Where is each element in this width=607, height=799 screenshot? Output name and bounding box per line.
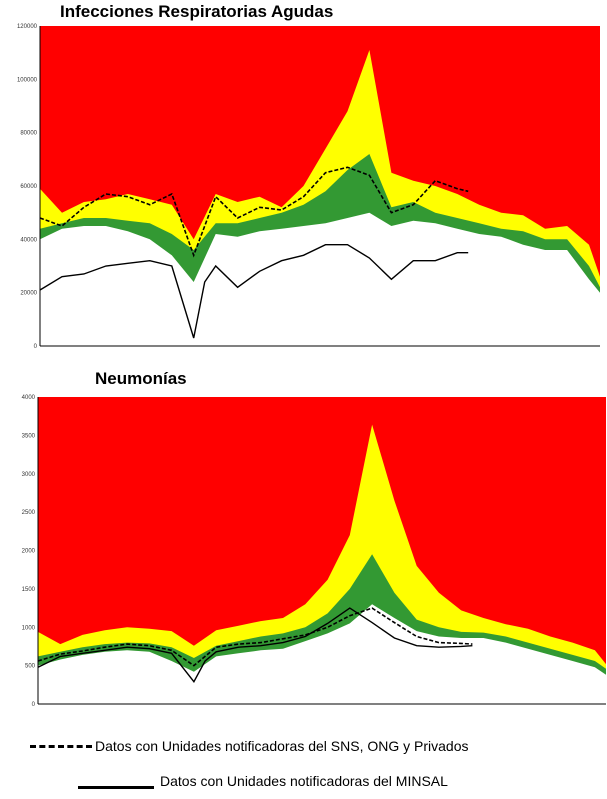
ira-zone-exito bbox=[40, 212, 600, 346]
ira-y-tick-0: 0 bbox=[34, 344, 38, 350]
neu-y-tick-1: 500 bbox=[25, 664, 36, 670]
neu-y-tick-6: 3000 bbox=[22, 472, 36, 478]
neu-y-tick-8: 4000 bbox=[22, 395, 36, 401]
ira-series-dashed bbox=[39, 166, 469, 258]
legend-solid-label: Datos con Unidades notificadoras del MIN… bbox=[160, 772, 448, 789]
neu-y-tick-7: 3500 bbox=[22, 433, 36, 439]
legend-dashed-line bbox=[30, 744, 92, 748]
neu-y-tick-5: 2500 bbox=[22, 510, 36, 516]
legend-solid-line bbox=[78, 786, 154, 789]
ira-y-tick-5: 100000 bbox=[17, 77, 38, 83]
legend-dashed-label: Datos con Unidades notificadoras del SNS… bbox=[95, 738, 469, 754]
chart-title-ira: Infecciones Respiratorias Agudas bbox=[60, 2, 334, 21]
neu-series-dashed bbox=[37, 607, 473, 667]
chart-ira: 0 20000 40000 60000 80000 100000 120000 bbox=[17, 24, 600, 350]
neu-y-tick-0: 0 bbox=[32, 702, 36, 708]
ira-y-tick-1: 20000 bbox=[20, 291, 37, 297]
legend-solid: Datos con Unidades notificadoras del MIN… bbox=[78, 772, 448, 789]
ira-y-tick-4: 80000 bbox=[20, 131, 37, 137]
ira-y-tick-2: 40000 bbox=[20, 237, 37, 243]
neu-y-tick-4: 2000 bbox=[22, 549, 36, 555]
chart-neumonias: 0 500 1000 1500 2000 2500 3000 3500 4000 bbox=[22, 395, 606, 708]
ira-y-tick-6: 120000 bbox=[17, 24, 38, 30]
ira-y-tick-3: 60000 bbox=[20, 184, 37, 190]
neu-series-solid bbox=[37, 607, 473, 683]
legend-dashed: Datos con Unidades notificadoras del SNS… bbox=[30, 738, 469, 754]
chart-title-neumonias: Neumonías bbox=[95, 369, 187, 388]
neu-y-tick-2: 1000 bbox=[22, 625, 36, 631]
ira-series-solid bbox=[39, 243, 469, 339]
neu-zone-exito bbox=[38, 604, 606, 704]
neu-y-tick-3: 1500 bbox=[22, 587, 36, 593]
